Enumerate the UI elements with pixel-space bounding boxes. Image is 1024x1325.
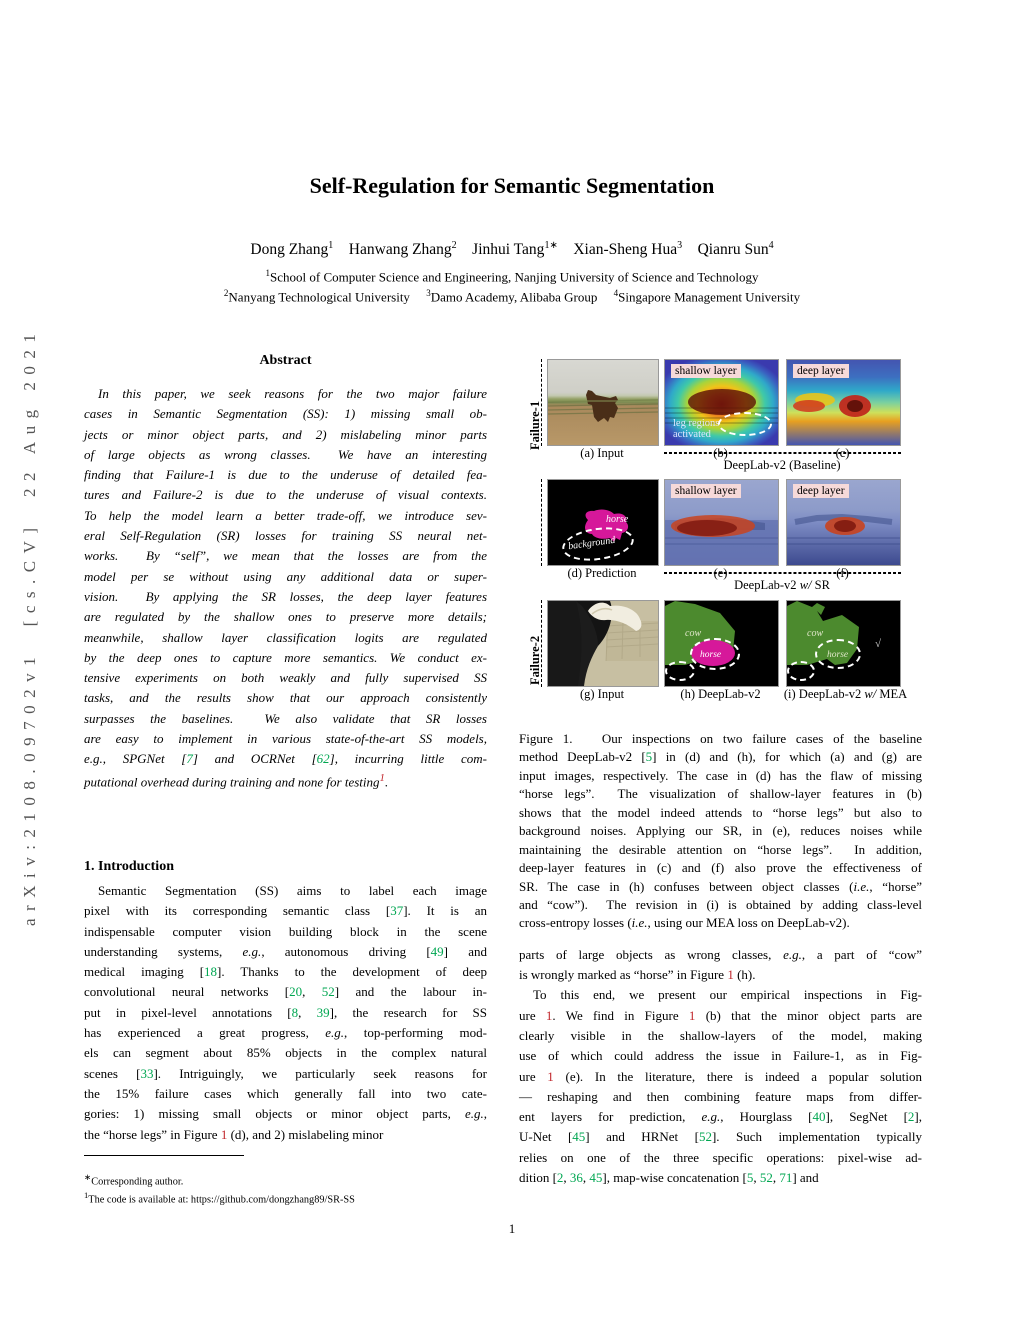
svg-text:cow: cow: [685, 628, 701, 639]
svg-text:√: √: [875, 638, 882, 650]
svg-text:horse: horse: [606, 514, 629, 525]
svg-text:cow: cow: [807, 628, 823, 639]
